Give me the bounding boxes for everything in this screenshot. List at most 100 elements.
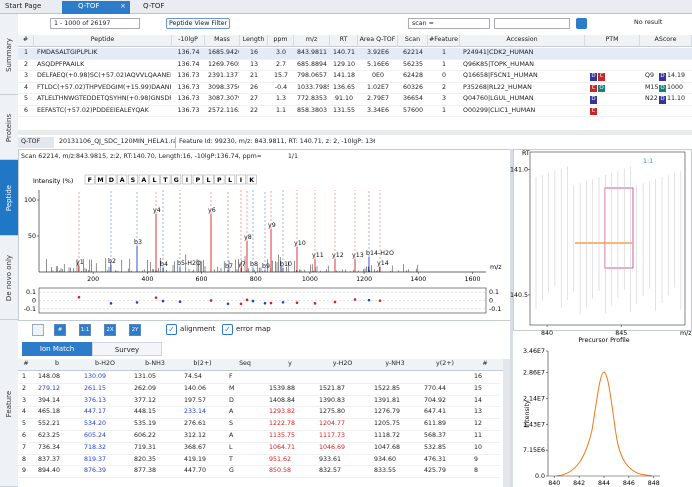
ion-cell: 15 [474, 384, 483, 392]
table-cell: EEFASTC(+57.02)PDDEEIEALEYQAK [37, 106, 149, 114]
ion-cell: 279.12 [38, 384, 61, 392]
table-cell: 5.16E6 [366, 60, 389, 68]
ion-cell: 1205.75 [374, 420, 401, 428]
table-cell: 141.18 [333, 72, 356, 79]
table-cell: 140.71 [333, 49, 356, 56]
checkbox[interactable]: ✓ [222, 324, 233, 335]
checkbox[interactable]: ✓ [166, 324, 177, 335]
ptm-badge: O [598, 84, 605, 92]
profile-x-tick-label: 842 [573, 480, 585, 487]
column-header: ppm [268, 35, 294, 47]
toggle-button[interactable]: 1:1 [79, 324, 91, 336]
ion-cell: 1390.83 [319, 396, 346, 404]
tab[interactable]: Q-TOF [62, 1, 130, 14]
table-cell: 3 [23, 72, 28, 79]
ion-column-header: b(2+) [193, 360, 212, 367]
column-header: PTM [585, 35, 640, 47]
tab[interactable]: Start Page [5, 2, 42, 10]
ptm-badge: D [590, 73, 597, 81]
ascore-site: Q9 [645, 72, 654, 79]
ion-cell: 12 [474, 420, 483, 428]
ascore-score: 11.10 [667, 95, 686, 102]
ion-cell: 1117.73 [319, 432, 346, 439]
table-cell: 3 [441, 95, 446, 102]
column-header: Length [240, 35, 268, 47]
sidebar-item[interactable]: Feature [0, 320, 18, 487]
table-cell: 2 [441, 83, 446, 91]
table-cell: 15.7 [273, 72, 289, 79]
table-cell: 62214 [402, 49, 424, 56]
ascore-site: M15 [645, 83, 659, 91]
ion-column-header: b-H2O [95, 360, 115, 367]
sidebar-item[interactable]: Proteins [0, 95, 18, 160]
tool-button[interactable] [32, 324, 44, 336]
table-cell: 22 [249, 106, 258, 114]
ion-cell: 7 [22, 443, 27, 451]
profile-y-tick-label: 1.43E7 [523, 421, 545, 428]
ion-column-header: # [23, 360, 29, 367]
table-cell: 798.0657 [297, 72, 328, 79]
ion-scrollbar [503, 359, 510, 487]
sidebar-item[interactable]: Summary [0, 14, 18, 95]
sidebar-item[interactable]: Peptide [0, 160, 18, 236]
table-cell: 136.73 [177, 95, 200, 102]
table-cell: 2572.1162 [208, 106, 239, 114]
ion-cell: 476.31 [424, 455, 447, 463]
toggle-button[interactable]: 2Y [129, 324, 141, 336]
tab[interactable]: Q-TOF [143, 2, 165, 10]
table-cell: ATLELTHNWGTEDDETQSYHN(+0.98)GNSDPR [37, 95, 171, 102]
panel-tab[interactable]: Q-TOF [18, 137, 54, 148]
tab-close: × [120, 2, 126, 10]
search-dropdown[interactable]: scan = [408, 18, 490, 29]
table-cell: 772.8353 [297, 95, 328, 102]
table-row [18, 71, 692, 83]
sidebar-item[interactable]: De novo only [0, 236, 18, 320]
table-cell: 21 [249, 72, 258, 79]
column-header: #Feature [428, 35, 460, 47]
table-cell: 56235 [402, 60, 424, 68]
profile-x-tick-label: 846 [623, 480, 635, 487]
ion-cell: 770.44 [424, 384, 447, 392]
ion-cell: 647.41 [424, 408, 447, 416]
search-button[interactable] [576, 18, 587, 29]
ion-cell: 704.92 [424, 396, 447, 404]
ion-cell: T [229, 455, 233, 463]
toggle-button[interactable]: # [54, 324, 66, 336]
table-cell: FMDASALTGIPLPLIK [37, 49, 98, 56]
ion-cell: 837.37 [38, 455, 61, 463]
ion-cell: 1539.88 [269, 384, 296, 392]
subtab[interactable]: Ion Match [22, 342, 92, 356]
page-indicator: 1/1 [287, 153, 299, 160]
ion-column-header: b-NH3 [145, 360, 165, 367]
column-header: Peptide [34, 35, 172, 47]
table-cell: 6 [23, 106, 28, 114]
table-cell: 1 [441, 60, 446, 68]
subtab[interactable]: Survey [92, 342, 162, 356]
ion-cell: A [229, 408, 234, 416]
profile-x-tick-label: 844 [598, 480, 610, 487]
table-cell: 131.55 [333, 106, 356, 114]
table-cell: FTLDC(+57.02)THPVEDGIM(+15.99)DAANFEQ [37, 83, 171, 91]
ion-cell: 74.54 [184, 373, 203, 380]
table-cell: Q16658|FSCN1_HUMAN [463, 72, 538, 79]
ion-cell: 394.14 [38, 396, 61, 404]
profile-y-tick-label: 2.86E7 [523, 370, 545, 377]
toggle-button[interactable]: 2X [104, 324, 116, 336]
table-cell: 3.92E6 [366, 49, 389, 56]
ion-row [18, 396, 500, 408]
ptm-badge: D [590, 96, 597, 104]
ion-cell: 933.61 [319, 455, 342, 463]
column-header: Scan [398, 35, 428, 47]
table-cell: 136.73 [177, 106, 200, 114]
column-header: m/z [294, 35, 330, 47]
ion-cell: 448.15 [134, 408, 157, 416]
page-dropdown[interactable]: 1 - 1000 of 26197 [50, 18, 140, 29]
table-header-row [18, 35, 692, 47]
ion-cell: 3 [22, 396, 27, 404]
filter-button[interactable]: Peptide View Filter [166, 18, 230, 29]
table-cell: 1 [441, 106, 446, 114]
search-input[interactable] [494, 18, 570, 29]
profile-x-tick-label: 848 [648, 480, 660, 487]
ion-cell: 1522.85 [374, 384, 401, 392]
